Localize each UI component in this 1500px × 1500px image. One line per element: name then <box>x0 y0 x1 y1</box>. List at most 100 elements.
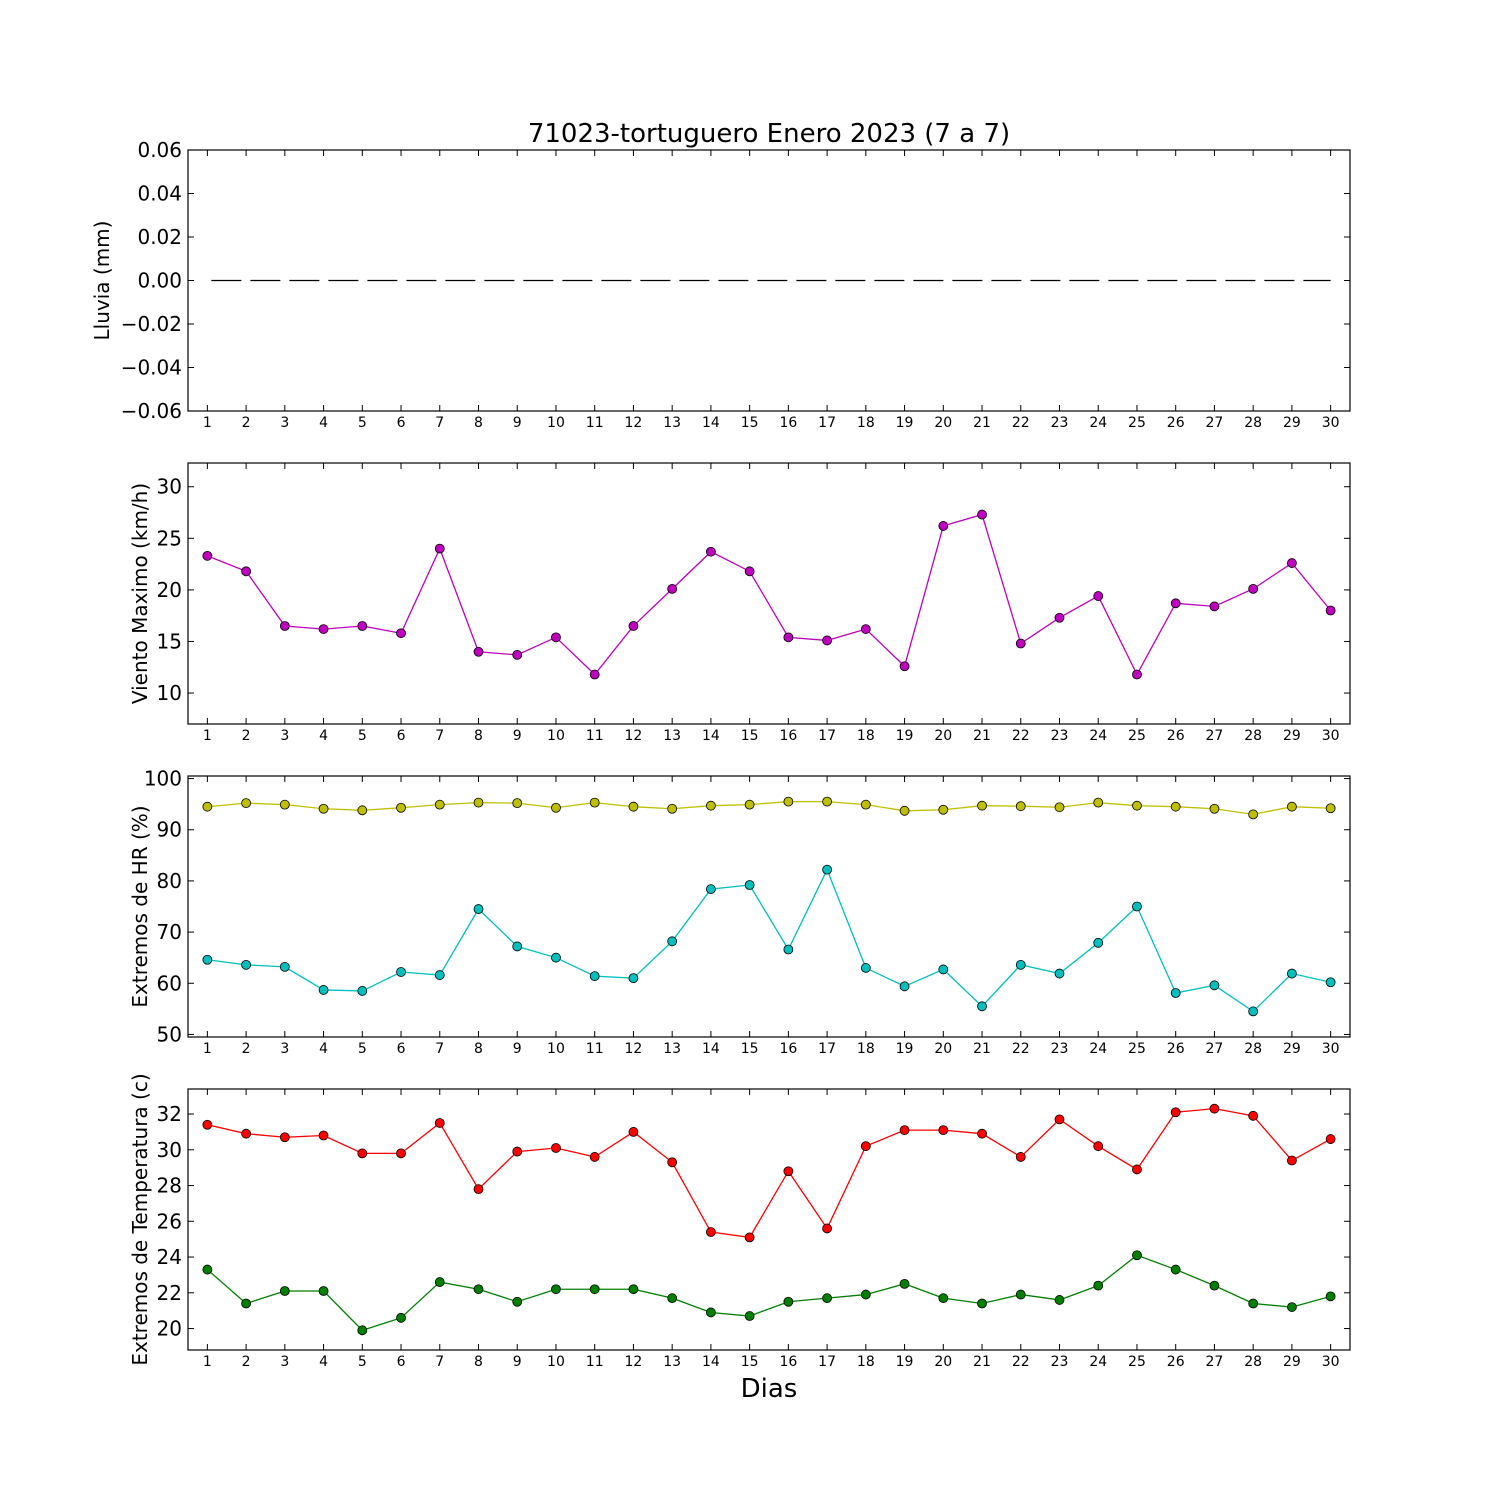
data-point <box>1287 1155 1297 1166</box>
x-tick-label: 30 <box>1322 1041 1340 1057</box>
data-point <box>396 1312 406 1323</box>
data-point <box>1132 1164 1142 1175</box>
data-point <box>1209 601 1220 612</box>
data-point <box>279 1286 290 1296</box>
data-point <box>473 1184 484 1195</box>
x-tick-label: 4 <box>319 1354 328 1370</box>
chart-title: 71023-tortuguero Enero 2023 (7 a 7) <box>528 119 1010 149</box>
x-tick-label: 23 <box>1051 1354 1069 1370</box>
x-tick-label: 28 <box>1244 728 1262 744</box>
data-point <box>512 941 523 952</box>
x-tick-label: 5 <box>358 1354 367 1370</box>
y-tick-label: 30 <box>157 1138 182 1162</box>
data-point <box>318 985 329 995</box>
x-tick-label: 10 <box>547 415 565 431</box>
x-tick-label: 5 <box>358 1041 367 1057</box>
data-point <box>1325 803 1336 814</box>
x-tick-label: 20 <box>934 1041 952 1057</box>
data-point <box>977 800 987 811</box>
series-2 <box>202 864 1336 1017</box>
panel-frame <box>187 462 1351 725</box>
x-tick-label: 19 <box>896 728 914 744</box>
x-tick-label: 7 <box>435 1041 444 1057</box>
x-tick-label: 1 <box>203 728 212 744</box>
data-point <box>434 970 445 980</box>
data-point <box>1209 1103 1220 1114</box>
y-tick-label: 60 <box>157 971 182 995</box>
x-tick-label: 2 <box>242 1354 251 1370</box>
data-point <box>279 1132 290 1143</box>
y-tick-label: 0.04 <box>137 182 182 206</box>
data-point <box>1209 803 1220 814</box>
x-tick-label: 29 <box>1283 728 1301 744</box>
x-tick-label: 6 <box>397 728 406 744</box>
x-tick-label: 8 <box>474 728 483 744</box>
data-point <box>241 1128 252 1139</box>
x-tick-label: 12 <box>625 1354 643 1370</box>
data-point <box>1248 1110 1259 1121</box>
x-tick-label: 27 <box>1206 1041 1224 1057</box>
data-point <box>512 1296 523 1307</box>
data-point <box>357 621 368 631</box>
data-point <box>551 802 561 813</box>
x-tick-label: 25 <box>1128 728 1146 744</box>
x-tick-label: 10 <box>547 1354 565 1370</box>
data-point <box>822 1223 832 1234</box>
x-tick-label: 11 <box>586 1354 604 1370</box>
x-tick-label: 8 <box>474 415 483 431</box>
y-tick-label: 50 <box>157 1022 182 1046</box>
data-point <box>357 1148 368 1159</box>
x-tick-label: 22 <box>1012 728 1030 744</box>
data-point <box>589 669 600 680</box>
data-point <box>667 583 678 594</box>
x-tick-label: 5 <box>358 415 367 431</box>
y-tick-label: 15 <box>157 629 182 653</box>
data-point <box>628 1284 639 1295</box>
data-point <box>977 509 987 520</box>
data-point <box>241 798 252 809</box>
x-tick-label: 16 <box>779 415 797 431</box>
data-point <box>706 800 716 811</box>
y-tick-label: −0.04 <box>121 356 182 380</box>
data-point <box>396 1148 406 1159</box>
data-point <box>744 1311 755 1321</box>
x-tick-label: 13 <box>663 1354 681 1370</box>
data-point <box>1248 809 1259 820</box>
x-tick-label: 6 <box>397 1354 406 1370</box>
data-point <box>860 963 871 973</box>
x-tick-label: 22 <box>1012 1041 1030 1057</box>
data-point <box>706 546 716 557</box>
data-point <box>1093 1141 1104 1152</box>
data-point <box>783 1166 794 1177</box>
data-point <box>899 1125 910 1136</box>
data-point <box>1248 1298 1259 1309</box>
x-tick-label: 18 <box>857 415 875 431</box>
data-point <box>1170 1264 1181 1275</box>
data-point <box>706 1227 716 1237</box>
y-axis-label: Extremos de Temperatura (c) <box>128 1073 152 1365</box>
data-point <box>1287 968 1297 979</box>
data-point <box>783 944 794 955</box>
x-tick-label: 2 <box>242 1041 251 1057</box>
x-tick-label: 25 <box>1128 1354 1146 1370</box>
data-point <box>628 621 639 631</box>
x-tick-label: 17 <box>818 1354 836 1370</box>
data-point <box>434 543 445 554</box>
y-axis-label: Lluvia (mm) <box>90 221 114 341</box>
x-tick-label: 3 <box>280 415 289 431</box>
data-point <box>938 1293 949 1304</box>
panel-1: −0.06−0.04−0.020.000.020.040.061 2 3 4 5 6 7 8 9… <box>90 138 1351 431</box>
x-tick-label: 14 <box>702 415 720 431</box>
data-point <box>473 646 484 657</box>
x-tick-label: 20 <box>934 728 952 744</box>
x-tick-label: 20 <box>934 1354 952 1370</box>
data-point <box>899 805 910 816</box>
data-point <box>241 1298 252 1309</box>
x-tick-label: 5 <box>358 728 367 744</box>
data-point <box>628 973 639 984</box>
x-tick-label: 13 <box>663 415 681 431</box>
x-tick-label: 24 <box>1089 1041 1107 1057</box>
data-point <box>822 635 832 646</box>
